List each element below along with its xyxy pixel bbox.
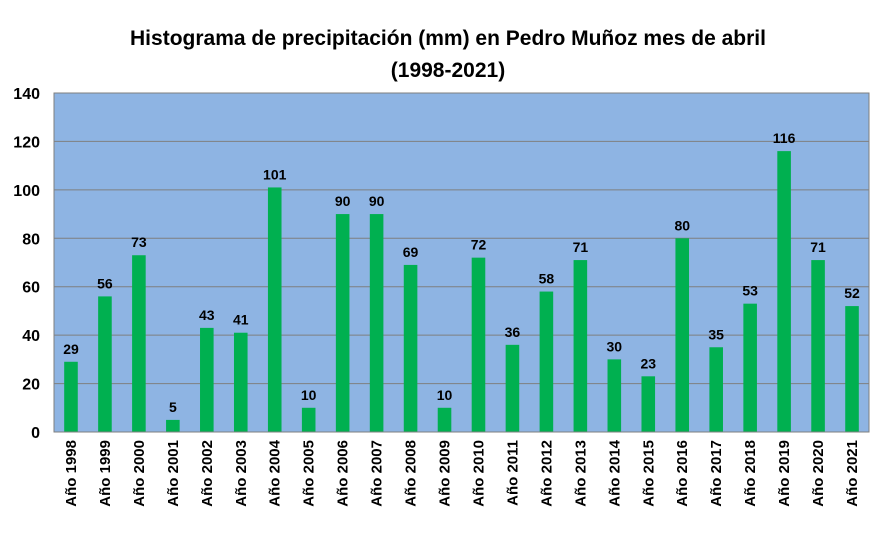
bar — [233, 332, 248, 432]
x-tick-label: Año 2013 — [572, 440, 589, 507]
bar — [539, 291, 554, 432]
x-tick-label: Año 2007 — [369, 440, 386, 507]
data-label: 23 — [640, 355, 656, 371]
bar — [675, 238, 690, 432]
data-label: 41 — [233, 312, 249, 328]
x-tick-label: Año 2011 — [504, 440, 521, 506]
bar — [369, 214, 384, 432]
data-label: 36 — [505, 324, 521, 340]
y-tick-label: 100 — [13, 183, 40, 200]
bar — [471, 257, 486, 432]
x-tick-label: Año 2015 — [640, 440, 657, 507]
bar — [505, 344, 520, 432]
y-tick-label: 120 — [13, 134, 40, 151]
data-label: 73 — [131, 234, 147, 250]
bar — [335, 214, 350, 432]
x-tick-label: Año 2017 — [708, 440, 725, 507]
x-tick-label: Año 1999 — [97, 440, 114, 507]
chart-title-line-1: Histograma de precipitación (mm) en Pedr… — [130, 27, 766, 50]
data-label: 10 — [301, 387, 317, 403]
x-tick-label: Año 2004 — [267, 439, 284, 506]
chart-title-line-2: (1998-2021) — [391, 59, 505, 82]
bar — [403, 264, 418, 432]
x-tick-label: Año 2009 — [437, 440, 454, 507]
data-labels: 29 56 73 5 43 41 101 10 90 90 69 10 72 36 58 71 30 23 80 35… — [63, 130, 860, 415]
x-tick-label: Año 2018 — [742, 440, 759, 507]
bar — [132, 255, 146, 432]
y-tick-label: 60 — [22, 280, 40, 297]
data-label: 90 — [335, 193, 351, 209]
x-tick-label: Año 2008 — [403, 440, 420, 507]
x-tick-label: Año 2006 — [335, 440, 352, 507]
data-label: 35 — [708, 326, 724, 342]
x-tick-label: Año 2016 — [674, 440, 691, 507]
data-label: 71 — [573, 239, 589, 255]
data-label: 69 — [403, 244, 419, 260]
x-tick-label: Año 2010 — [470, 440, 487, 507]
bar — [301, 407, 316, 432]
data-label: 56 — [97, 275, 113, 291]
y-axis-tick-labels: 0 20 40 60 80 100 120 140 — [13, 86, 40, 442]
bar — [777, 151, 791, 432]
y-tick-label: 140 — [13, 86, 40, 103]
y-tick-label: 0 — [31, 425, 40, 442]
data-label: 29 — [63, 341, 79, 357]
data-label: 71 — [810, 239, 826, 255]
plot-area — [53, 92, 870, 433]
bar — [709, 347, 723, 432]
data-label: 5 — [169, 399, 177, 415]
bar — [200, 327, 214, 432]
bar — [166, 419, 180, 432]
bar — [743, 303, 757, 432]
bar — [811, 260, 825, 432]
data-label: 10 — [437, 387, 453, 403]
data-label: 116 — [773, 130, 796, 146]
y-tick-label: 40 — [22, 328, 40, 345]
x-tick-label: Año 2005 — [301, 440, 318, 507]
data-label: 53 — [742, 283, 758, 299]
bar — [573, 260, 588, 432]
data-label: 52 — [844, 285, 860, 301]
x-tick-label: Año 2021 — [844, 440, 861, 507]
data-label: 43 — [199, 307, 215, 323]
data-label: 90 — [369, 193, 385, 209]
data-label: 72 — [471, 237, 487, 253]
bar — [845, 306, 859, 432]
x-tick-label: Año 2020 — [810, 440, 827, 507]
x-tick-label: Año 2014 — [606, 439, 623, 506]
x-axis-tick-labels: Año 1998 Año 1999 Año 2000 Año 2001 Año 2002… — [63, 439, 861, 506]
x-tick-label: Año 2000 — [131, 440, 148, 507]
y-tick-label: 80 — [22, 231, 40, 248]
data-label: 101 — [263, 166, 287, 182]
x-tick-label: Año 1998 — [63, 440, 80, 507]
x-tick-label: Año 2019 — [776, 440, 793, 507]
y-tick-label: 20 — [22, 377, 40, 394]
bar — [64, 361, 78, 432]
x-tick-label: Año 2003 — [233, 440, 250, 507]
gridlines — [54, 140, 869, 385]
bar — [607, 359, 622, 432]
bar — [437, 407, 452, 432]
data-label: 58 — [539, 271, 555, 287]
x-tick-label: Año 2002 — [199, 440, 216, 507]
bar — [98, 296, 112, 432]
bars — [64, 151, 859, 432]
data-label: 30 — [607, 338, 623, 354]
bar — [267, 187, 282, 432]
x-tick-label: Año 2001 — [165, 440, 182, 507]
bar — [641, 376, 656, 432]
data-label: 80 — [674, 217, 690, 233]
x-tick-label: Año 2012 — [538, 440, 555, 507]
